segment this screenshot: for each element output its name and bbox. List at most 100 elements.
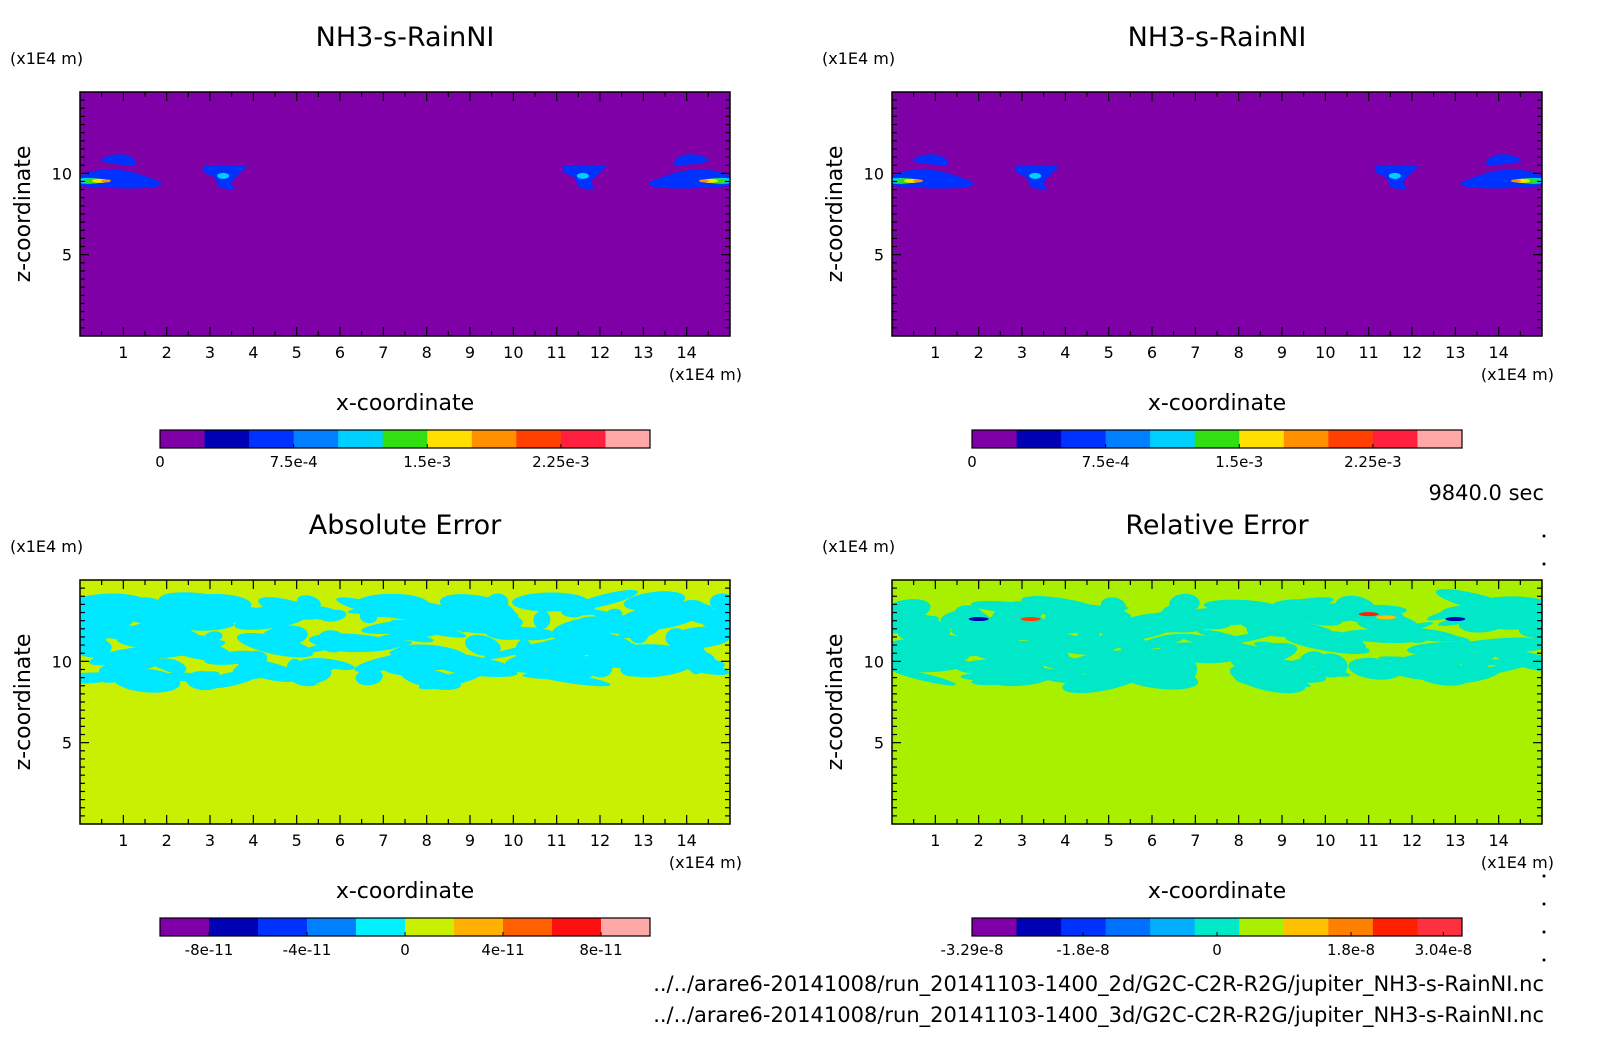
- colorbar-segment: [1061, 430, 1107, 448]
- x-unit-label: (x1E4 m): [1481, 853, 1554, 872]
- colorbar-tick-label: 8e-11: [579, 941, 622, 959]
- x-tick-label: 3: [205, 343, 215, 362]
- colorbar-segment: [1239, 430, 1285, 448]
- x-tick-label: 13: [1445, 831, 1465, 850]
- x-tick-label: 2: [162, 343, 172, 362]
- y-tick-label: 10: [864, 164, 884, 183]
- x-tick-label: 12: [1402, 343, 1422, 362]
- colorbar-tick-label: 7.5e-4: [270, 453, 318, 471]
- colorbar-segment: [1061, 918, 1107, 936]
- x-tick-label: 11: [1358, 343, 1378, 362]
- x-tick-label: 6: [1147, 343, 1157, 362]
- x-tick-label: 11: [546, 343, 566, 362]
- colorbar-segment: [454, 918, 504, 936]
- colorbar-segment: [1016, 918, 1062, 936]
- x-unit-label: (x1E4 m): [669, 853, 742, 872]
- colorbar-segment: [471, 430, 517, 448]
- x-tick-label: 7: [378, 343, 388, 362]
- plume-2: [203, 165, 248, 190]
- plume-1: [80, 154, 162, 189]
- colorbar-segment: [605, 430, 651, 448]
- panel-title: NH3-s-RainNI: [1128, 22, 1307, 53]
- colorbar-tick-label: 2.25e-3: [1344, 453, 1402, 471]
- x-tick-label: 10: [503, 831, 523, 850]
- x-axis-label: x-coordinate: [336, 879, 474, 904]
- x-tick-label: 3: [1017, 831, 1027, 850]
- x-unit-label: (x1E4 m): [669, 365, 742, 384]
- colorbar-segment: [405, 918, 455, 936]
- x-tick-label: 1: [118, 343, 128, 362]
- colorbar-tick-label: 3.04e-8: [1415, 941, 1473, 959]
- x-tick-label: 6: [1147, 831, 1157, 850]
- x-tick-label: 13: [633, 343, 653, 362]
- y-axis-label: z-coordinate: [11, 146, 36, 283]
- panel-title: NH3-s-RainNI: [316, 22, 495, 53]
- colorbar-segment: [1239, 918, 1285, 936]
- colorbar-segment: [307, 918, 357, 936]
- y-tick-label: 5: [874, 246, 884, 265]
- x-tick-label: 14: [676, 831, 696, 850]
- colorbar-segment: [209, 918, 259, 936]
- x-tick-label: 7: [378, 831, 388, 850]
- colorbar-tick-label: -8e-11: [185, 941, 234, 959]
- colorbar-segment: [1194, 918, 1240, 936]
- panels-group: NH3-s-RainNI(x1E4 m)1 2 3 4 5 6 7 8 9 10 11 12 13 145…: [10, 22, 1554, 959]
- x-tick-label: 8: [1234, 343, 1244, 362]
- colorbar-segment: [356, 918, 406, 936]
- x-tick-label: 8: [1234, 831, 1244, 850]
- colorbar-segment: [160, 918, 210, 936]
- x-tick-label: 11: [546, 831, 566, 850]
- colorbar-tick-label: -4e-11: [283, 941, 332, 959]
- x-tick-label: 1: [930, 831, 940, 850]
- decorative-dots: [1542, 534, 1546, 962]
- x-tick-label: 5: [1104, 831, 1114, 850]
- colorbar-segment: [1150, 430, 1196, 448]
- x-tick-label: 4: [1060, 343, 1070, 362]
- colorbar-segment: [1194, 430, 1240, 448]
- x-tick-label: 5: [1104, 343, 1114, 362]
- colorbar-tick-label: 0: [967, 453, 977, 471]
- panel-3: Absolute Error(x1E4 m)1 2 3 4 5 6 7 8 9 10 11 12 13 1…: [10, 510, 742, 959]
- x-tick-label: 9: [1277, 343, 1287, 362]
- colorbar-tick-label: 4e-11: [481, 941, 524, 959]
- colorbar-segment: [249, 430, 295, 448]
- x-tick-label: 9: [465, 831, 475, 850]
- x-tick-label: 6: [335, 343, 345, 362]
- x-unit-label: (x1E4 m): [1481, 365, 1554, 384]
- colorbar-segment: [258, 918, 308, 936]
- x-axis-label: x-coordinate: [336, 391, 474, 416]
- x-tick-label: 7: [1190, 343, 1200, 362]
- plume-2: [1015, 165, 1060, 190]
- x-tick-label: 4: [248, 343, 258, 362]
- field-contours: [80, 589, 730, 693]
- x-tick-label: 14: [1488, 831, 1508, 850]
- panel-2: NH3-s-RainNI(x1E4 m)1 2 3 4 5 6 7 8 9 10 11 12 13 145…: [822, 22, 1554, 471]
- colorbar-segment: [560, 430, 606, 448]
- colorbar-segment: [1150, 918, 1196, 936]
- colorbar-tick-label: 0: [400, 941, 410, 959]
- y-tick-label: 5: [874, 734, 884, 753]
- x-tick-label: 8: [422, 831, 432, 850]
- panel-title: Relative Error: [1125, 510, 1309, 541]
- y-tick-label: 5: [62, 734, 72, 753]
- y-unit-label: (x1E4 m): [10, 537, 83, 556]
- field-background: [80, 92, 730, 336]
- colorbar-segment: [338, 430, 384, 448]
- colorbar-tick-label: -1.8e-8: [1056, 941, 1109, 959]
- x-tick-label: 10: [503, 343, 523, 362]
- colorbar-segment: [1283, 430, 1329, 448]
- plume-4: [1460, 154, 1542, 189]
- colorbar: 0 7.5e-4 1.5e-3 2.25e-3: [155, 429, 651, 471]
- x-tick-label: 2: [162, 831, 172, 850]
- colorbar-segment: [1417, 430, 1463, 448]
- panel-1: NH3-s-RainNI(x1E4 m)1 2 3 4 5 6 7 8 9 10 11 12 13 145…: [10, 22, 742, 471]
- colorbar-segment: [1105, 918, 1151, 936]
- colorbar-tick-label: 2.25e-3: [532, 453, 590, 471]
- colorbar-segment: [552, 918, 602, 936]
- colorbar-tick-label: 7.5e-4: [1082, 453, 1130, 471]
- colorbar-segment: [1372, 430, 1418, 448]
- plume-3: [1374, 165, 1419, 190]
- y-axis-label: z-coordinate: [823, 146, 848, 283]
- colorbar: -8e-11 -4e-11 0 4e-11 8e-11: [159, 917, 651, 959]
